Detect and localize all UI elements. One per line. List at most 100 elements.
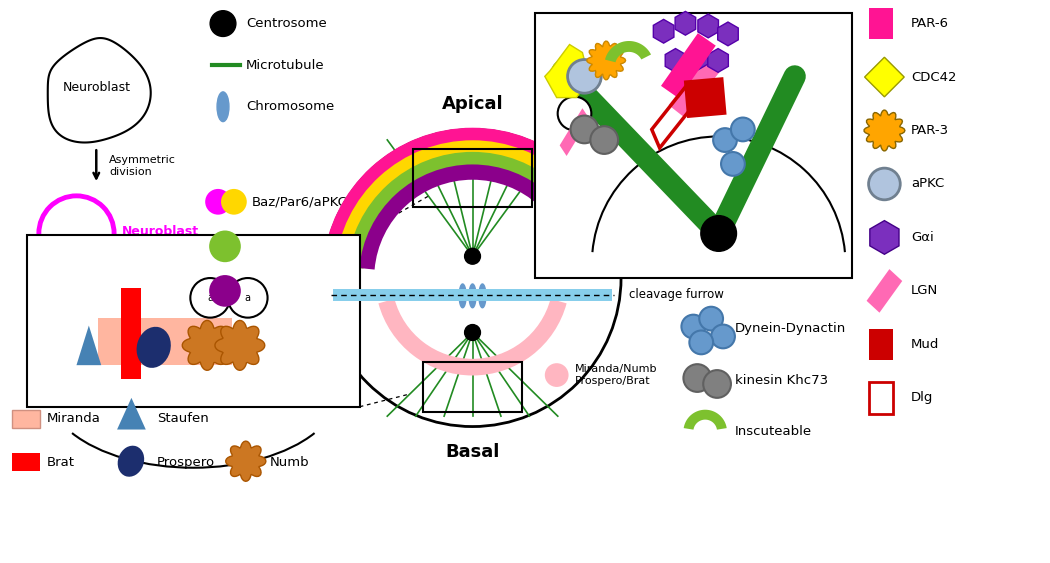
Polygon shape xyxy=(718,22,738,46)
Circle shape xyxy=(700,216,736,251)
Circle shape xyxy=(464,248,481,264)
Circle shape xyxy=(209,275,240,307)
Text: PAR-6: PAR-6 xyxy=(911,17,949,30)
Circle shape xyxy=(228,278,268,318)
Bar xyxy=(868,382,894,414)
Polygon shape xyxy=(47,38,151,142)
Text: CDC42: CDC42 xyxy=(911,70,957,83)
Text: Numb: Numb xyxy=(270,455,309,469)
Polygon shape xyxy=(666,48,686,72)
Ellipse shape xyxy=(469,284,476,308)
Text: kinesin Khc73: kinesin Khc73 xyxy=(735,373,828,387)
Polygon shape xyxy=(684,410,727,430)
Polygon shape xyxy=(864,110,905,151)
Ellipse shape xyxy=(217,92,229,122)
Polygon shape xyxy=(669,57,722,117)
Polygon shape xyxy=(560,108,589,156)
Text: Neuroblast: Neuroblast xyxy=(62,82,130,95)
Circle shape xyxy=(570,115,598,144)
Ellipse shape xyxy=(479,284,486,308)
Text: a: a xyxy=(571,109,578,119)
Circle shape xyxy=(868,168,900,200)
Text: a: a xyxy=(207,293,213,303)
Text: Centrosome: Centrosome xyxy=(246,17,327,30)
Polygon shape xyxy=(226,441,266,481)
Circle shape xyxy=(190,278,230,318)
Text: Prospero: Prospero xyxy=(156,455,215,469)
Text: (-): (-) xyxy=(743,232,758,245)
Text: Miranda: Miranda xyxy=(47,412,101,425)
Circle shape xyxy=(558,97,591,131)
Polygon shape xyxy=(708,48,729,72)
Text: Apical: Apical xyxy=(442,95,503,113)
Polygon shape xyxy=(215,320,265,370)
Circle shape xyxy=(222,189,247,215)
Text: Ganglion
mother cell: Ganglion mother cell xyxy=(109,282,180,303)
Polygon shape xyxy=(864,57,904,97)
Ellipse shape xyxy=(136,327,171,368)
Polygon shape xyxy=(662,33,716,99)
Circle shape xyxy=(590,126,618,154)
Text: Dynein-Dynactin: Dynein-Dynactin xyxy=(735,322,846,335)
Text: (+): (+) xyxy=(783,117,806,131)
Ellipse shape xyxy=(118,446,144,477)
Polygon shape xyxy=(684,77,727,118)
Circle shape xyxy=(324,129,621,427)
Text: Mud: Mud xyxy=(911,338,940,351)
Circle shape xyxy=(713,128,737,152)
Circle shape xyxy=(205,189,231,215)
Bar xyxy=(534,13,852,278)
Circle shape xyxy=(721,152,744,176)
Polygon shape xyxy=(117,398,146,430)
Circle shape xyxy=(711,325,735,348)
Bar xyxy=(121,288,141,379)
Polygon shape xyxy=(653,19,674,43)
Polygon shape xyxy=(183,320,232,370)
Text: Dlg: Dlg xyxy=(911,391,933,404)
Text: Miranda/Numb
Prospero/Brat: Miranda/Numb Prospero/Brat xyxy=(574,364,657,386)
Bar xyxy=(99,318,232,365)
Bar xyxy=(13,453,40,471)
Text: Brat: Brat xyxy=(47,455,75,469)
Text: aPKC: aPKC xyxy=(911,177,944,190)
Bar xyxy=(13,410,40,427)
Text: Inscuteable: Inscuteable xyxy=(252,240,329,253)
Circle shape xyxy=(464,325,481,341)
Bar xyxy=(333,289,612,301)
Text: Basal: Basal xyxy=(445,444,500,462)
Text: Chromosome: Chromosome xyxy=(246,100,334,113)
Bar xyxy=(423,362,522,412)
Text: Microtubule: Microtubule xyxy=(246,59,324,72)
Text: Staufen: Staufen xyxy=(156,412,208,425)
Circle shape xyxy=(210,11,236,37)
Polygon shape xyxy=(688,46,709,70)
Polygon shape xyxy=(605,41,651,62)
Circle shape xyxy=(731,118,755,141)
Circle shape xyxy=(209,230,240,262)
Polygon shape xyxy=(77,325,101,365)
Circle shape xyxy=(704,370,731,398)
Text: Inscuteable: Inscuteable xyxy=(735,425,812,438)
Circle shape xyxy=(699,307,723,330)
Text: Neuroblast: Neuroblast xyxy=(122,225,200,238)
Bar xyxy=(27,235,360,406)
Circle shape xyxy=(684,364,711,392)
Ellipse shape xyxy=(459,284,466,308)
Text: PAR-3: PAR-3 xyxy=(911,124,949,137)
Bar xyxy=(413,149,532,207)
Text: Gαi/Pins/Mud: Gαi/Pins/Mud xyxy=(252,284,339,297)
Bar xyxy=(868,329,894,360)
Polygon shape xyxy=(698,14,718,38)
Polygon shape xyxy=(869,221,899,254)
Text: Gαi: Gαi xyxy=(911,231,933,244)
Text: LGN: LGN xyxy=(911,284,939,297)
Circle shape xyxy=(690,330,713,354)
Polygon shape xyxy=(545,44,589,97)
Circle shape xyxy=(681,315,706,338)
Circle shape xyxy=(545,363,568,387)
Text: cleavage furrow: cleavage furrow xyxy=(629,288,723,301)
Text: Baz/Par6/aPKC: Baz/Par6/aPKC xyxy=(252,195,348,208)
Bar xyxy=(868,8,894,39)
Polygon shape xyxy=(866,269,902,312)
Circle shape xyxy=(568,60,602,93)
